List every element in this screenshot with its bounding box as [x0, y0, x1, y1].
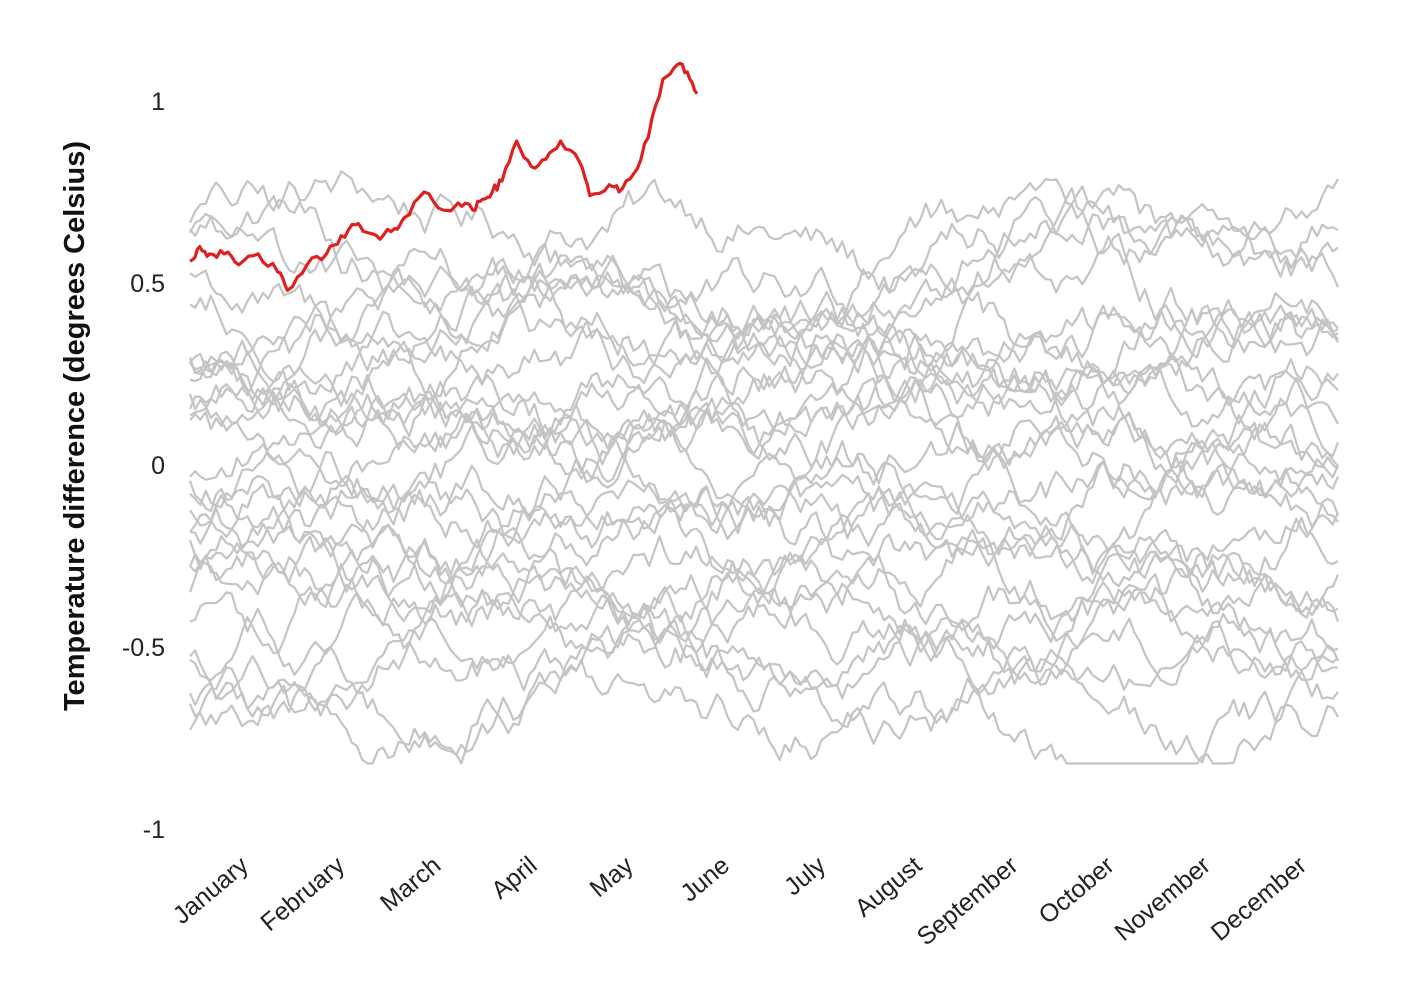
highlight-series-group — [189, 61, 699, 292]
highlight-series-line — [189, 61, 699, 292]
y-tick-label: 0.5 — [130, 270, 165, 298]
background-series-line — [189, 275, 1339, 403]
y-axis-tick-labels: 1 0.5 0 -0.5 -1 — [122, 88, 165, 844]
x-tick-label: September — [912, 851, 1024, 951]
background-series-line — [189, 414, 1340, 604]
x-tick-label: February — [255, 851, 350, 937]
y-tick-label: 0 — [151, 452, 165, 480]
background-series-line — [188, 553, 1339, 728]
background-series-line — [189, 376, 1339, 512]
y-tick-label: 1 — [151, 88, 165, 116]
background-series-line — [188, 242, 1339, 410]
x-axis-month-labels: January February March April May June July Augu… — [168, 851, 1312, 951]
background-series-line — [189, 177, 1339, 411]
background-series-line — [188, 606, 1339, 765]
background-series-line — [188, 481, 1339, 619]
x-tick-label: April — [486, 851, 542, 905]
y-tick-label: -1 — [143, 816, 165, 844]
background-series-line — [189, 382, 1339, 549]
x-tick-label: August — [850, 851, 928, 923]
background-series-line — [189, 170, 1340, 296]
background-series-line — [188, 516, 1339, 641]
x-tick-label: March — [375, 851, 446, 917]
background-series-line — [189, 232, 1339, 364]
x-tick-label: December — [1206, 851, 1312, 947]
background-series-line — [189, 615, 1339, 765]
background-series-line — [189, 355, 1339, 485]
background-series-line — [189, 311, 1340, 497]
background-series-line — [188, 286, 1339, 448]
y-axis-title: Temperature difference (degrees Celsius) — [59, 141, 91, 711]
background-series-line — [188, 306, 1339, 456]
x-tick-label: May — [584, 851, 639, 903]
x-tick-label: January — [168, 851, 255, 930]
background-series-line — [189, 247, 1339, 417]
background-series-line — [189, 185, 1339, 360]
x-tick-label: November — [1110, 851, 1216, 947]
background-series-line — [189, 304, 1339, 460]
x-tick-label: October — [1034, 851, 1120, 930]
background-series-line — [189, 535, 1339, 685]
background-series-line — [189, 572, 1339, 757]
background-series-line — [188, 535, 1340, 745]
x-tick-label: July — [779, 851, 831, 901]
y-tick-label: -0.5 — [122, 634, 165, 662]
background-series-line — [188, 386, 1340, 553]
background-series-line — [189, 421, 1339, 556]
background-series-group — [188, 170, 1340, 765]
background-series-line — [189, 464, 1340, 630]
x-tick-label: June — [675, 851, 735, 907]
